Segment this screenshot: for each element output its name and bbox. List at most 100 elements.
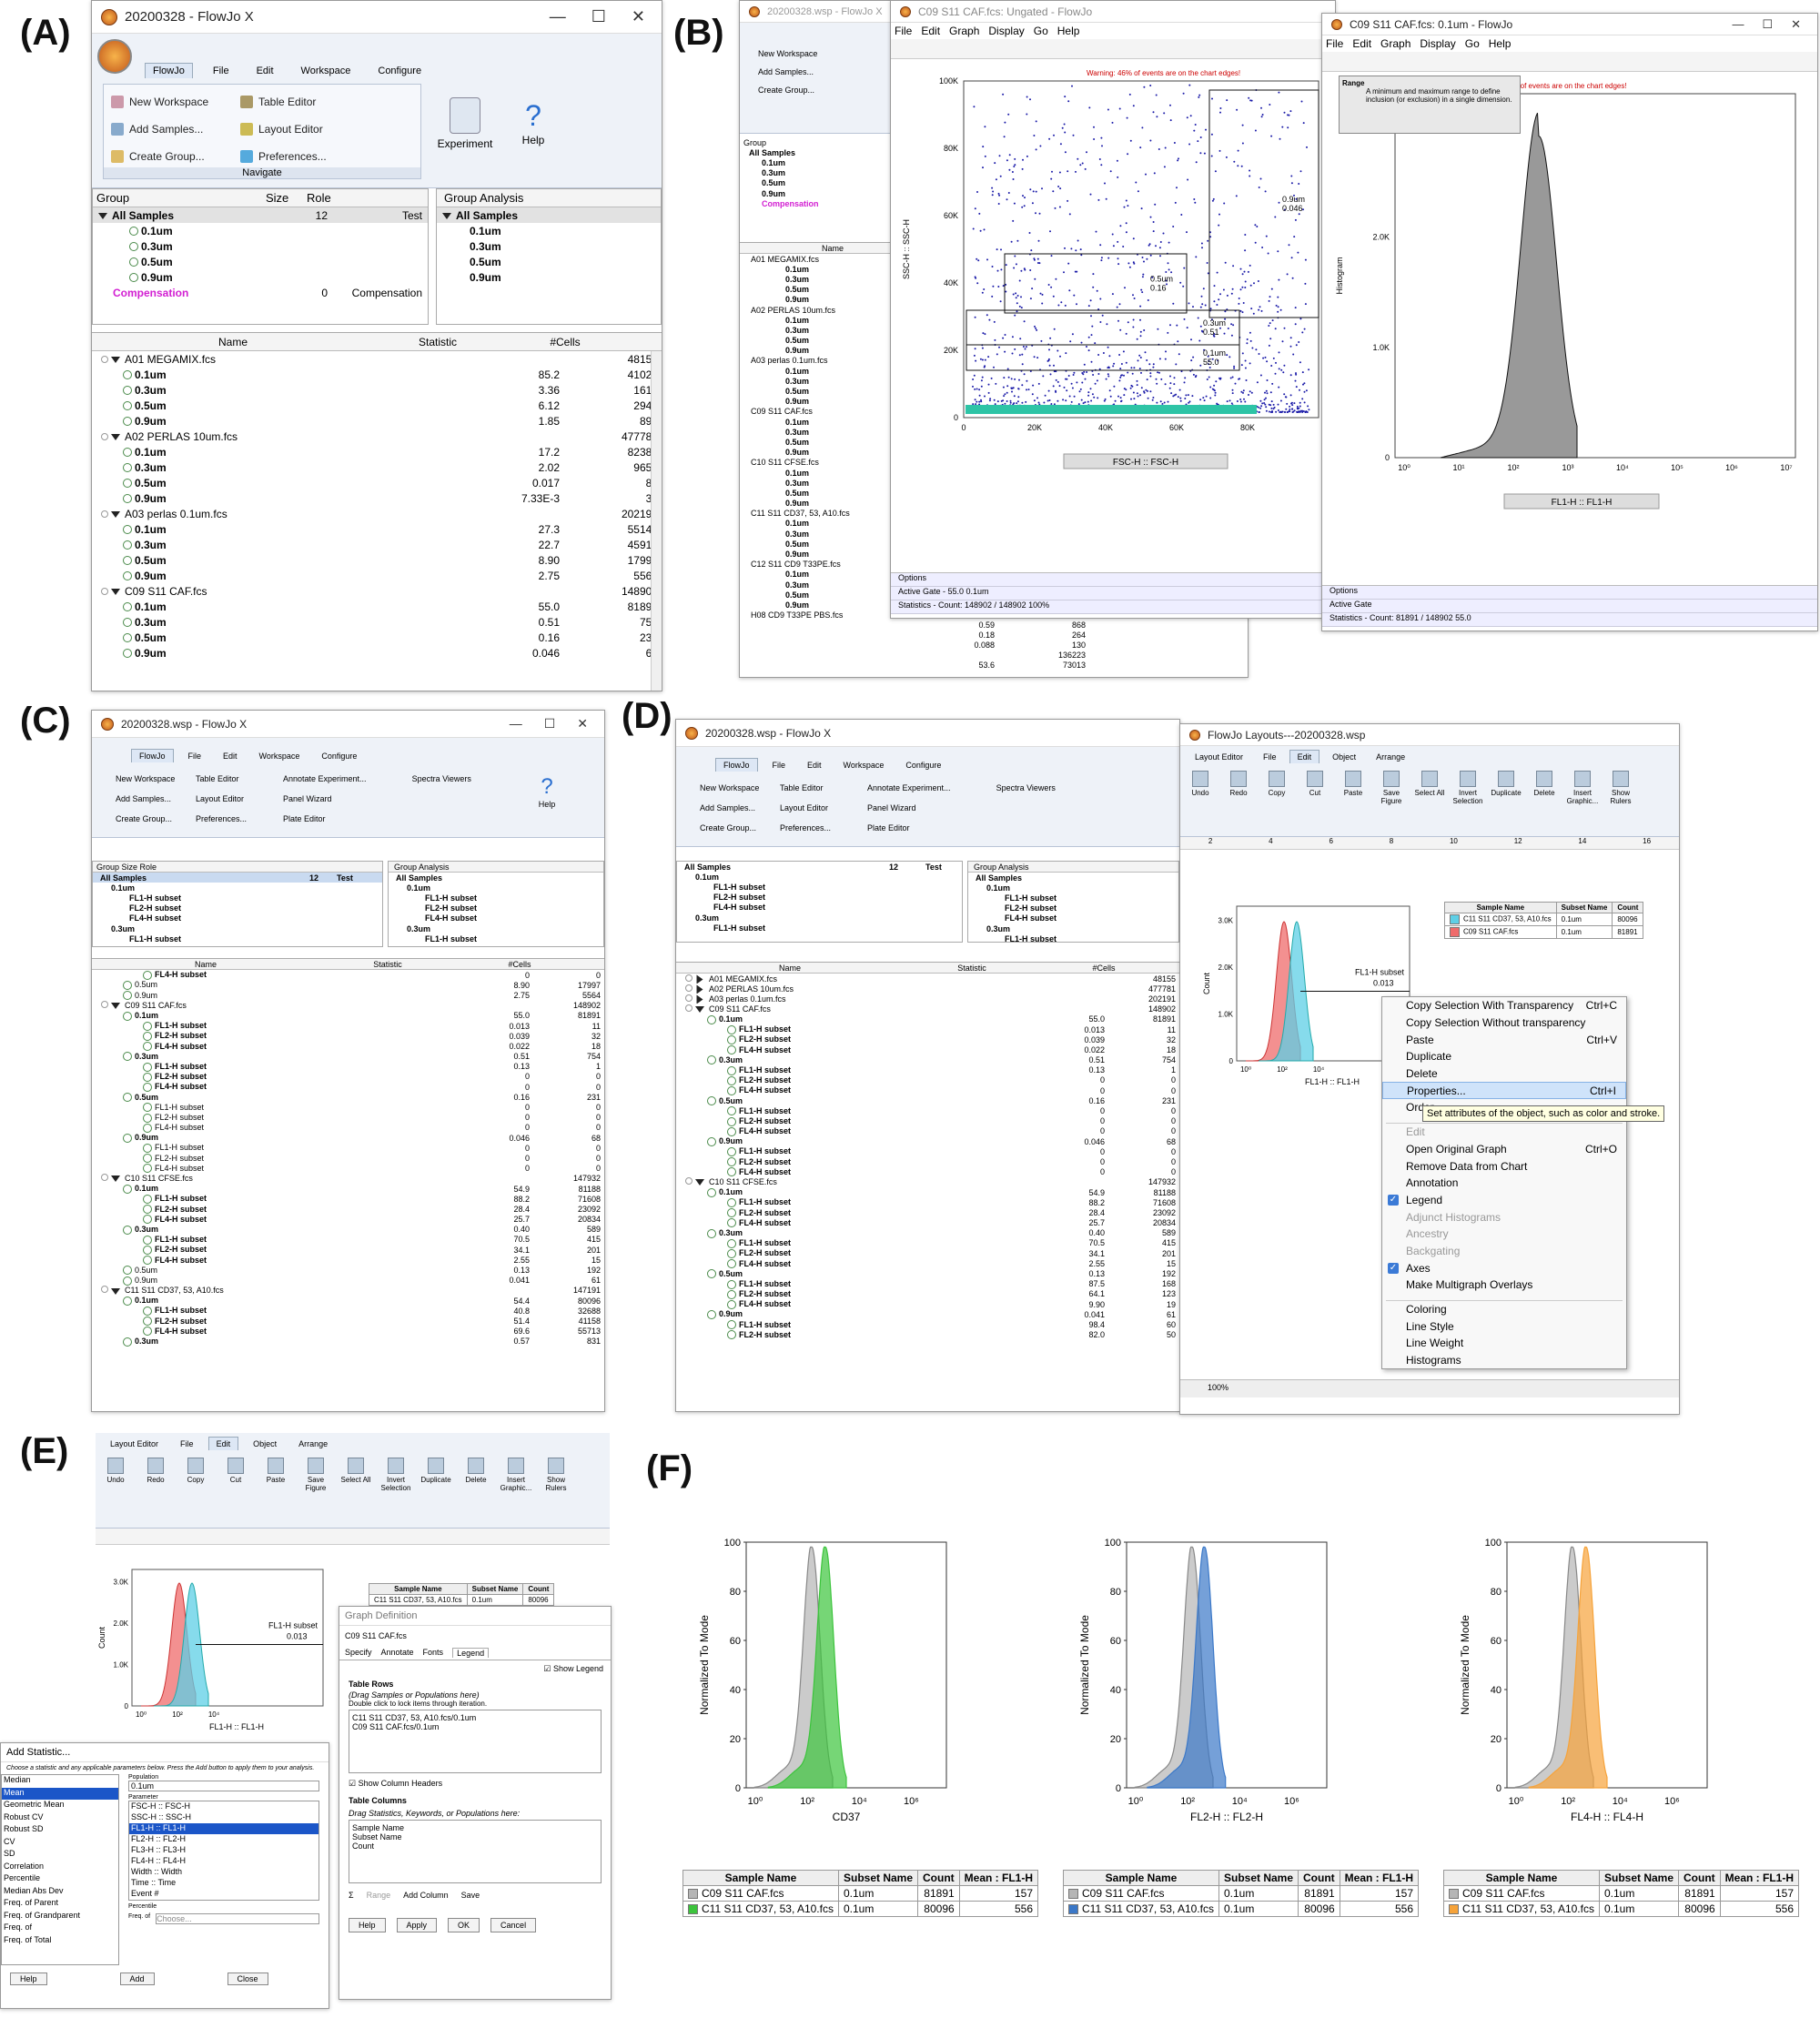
legend-table[interactable]: Sample Name Subset Name Count C11 S11 CD37,… bbox=[1444, 902, 1644, 939]
table-row[interactable]: 0.1um bbox=[785, 417, 810, 427]
tab-object[interactable]: Object bbox=[1332, 752, 1357, 762]
list-item[interactable]: CV bbox=[4, 1836, 15, 1846]
ga-row[interactable]: 0.9um bbox=[470, 270, 501, 284]
menu-go[interactable]: Go bbox=[1464, 37, 1480, 50]
tab-edit[interactable]: Edit bbox=[207, 1437, 239, 1450]
table-row[interactable]: 0.1um 54.9 81188 bbox=[676, 1187, 1179, 1197]
tab-specify[interactable]: Specify bbox=[345, 1648, 372, 1657]
menu-item[interactable]: Make Multigraph Overlays bbox=[1406, 1278, 1533, 1292]
ga-row[interactable]: FL1-H subset bbox=[1005, 933, 1057, 943]
list-item[interactable]: Percentile bbox=[4, 1873, 41, 1882]
expand-arrow-icon[interactable] bbox=[111, 588, 120, 595]
pastebutton[interactable]: Paste bbox=[259, 1458, 292, 1492]
group-row[interactable]: 0.1um bbox=[111, 883, 136, 893]
table-row[interactable]: FL4-H subset 25.7 20834 bbox=[92, 1215, 604, 1225]
list-item[interactable]: Geometric Mean bbox=[4, 1800, 65, 1809]
tab-configure[interactable]: Configure bbox=[321, 751, 358, 761]
ga-row[interactable]: FL2-H subset bbox=[1005, 903, 1057, 913]
table-row[interactable]: H08 CD9 T33PE PBS.fcs bbox=[751, 610, 844, 621]
preferences-button[interactable]: Preferences... bbox=[240, 146, 327, 166]
table-row[interactable]: 0.1um 55.0 81891 bbox=[92, 599, 662, 614]
show-rulersbutton[interactable]: Show Rulers bbox=[540, 1458, 572, 1492]
list-item[interactable]: Width :: Width bbox=[131, 1867, 183, 1876]
close-button[interactable]: Close bbox=[227, 1973, 268, 1985]
list-item[interactable]: FL4-H :: FL4-H bbox=[131, 1856, 187, 1865]
table-row[interactable]: 0.1um 54.4 80096 bbox=[92, 1296, 604, 1306]
group-row[interactable]: All Samples 12 Test bbox=[93, 873, 382, 883]
footer-row[interactable]: Statistics - Count: 148902 / 148902 100% bbox=[891, 600, 1335, 614]
expand-arrow-icon[interactable] bbox=[111, 1175, 120, 1183]
menu-item[interactable]: Properties... Ctrl+I bbox=[1382, 1082, 1626, 1100]
insert-graphic-button[interactable]: Insert Graphic... bbox=[500, 1458, 532, 1492]
table-row[interactable]: FL4-H subset 0 0 bbox=[676, 1167, 1179, 1177]
table-row[interactable]: FL2-H subset 51.4 41158 bbox=[92, 1316, 604, 1327]
menu-item[interactable]: Coloring bbox=[1406, 1303, 1447, 1317]
footer-row[interactable]: Active Gate - 55.0 0.1um bbox=[891, 587, 1335, 600]
tab-file[interactable]: File bbox=[180, 1438, 194, 1448]
expand-arrow-icon[interactable] bbox=[695, 1006, 704, 1014]
table-row[interactable]: FL4-H subset 25.7 20834 bbox=[676, 1218, 1179, 1228]
menu-graph[interactable]: Graph bbox=[949, 25, 980, 37]
legend-table[interactable]: Sample Name Subset Name Count C11 S11 CD37,… bbox=[369, 1583, 555, 1606]
expand-arrow-icon[interactable] bbox=[111, 510, 120, 518]
minimize-icon[interactable]: — bbox=[1732, 16, 1744, 31]
table-row[interactable]: FL2-H subset 82.0 50 bbox=[676, 1330, 1179, 1340]
table-row[interactable]: FL2-H subset 0 0 bbox=[92, 1072, 604, 1082]
table-row[interactable]: FL1-H subset 88.2 71608 bbox=[92, 1194, 604, 1205]
help-button[interactable]: ? Help bbox=[511, 97, 556, 146]
table-row[interactable]: 0.1um bbox=[785, 264, 810, 274]
table-row[interactable]: 0.3um bbox=[785, 274, 810, 284]
checkbox-icon[interactable] bbox=[685, 984, 693, 992]
group-row[interactable]: 0.5um bbox=[93, 254, 428, 269]
collapsed-arrow-icon[interactable] bbox=[696, 984, 703, 994]
table-row[interactable]: 0.5um 0.16 231 bbox=[92, 1092, 604, 1103]
new-workspace-button[interactable]: New Workspace bbox=[758, 49, 818, 58]
table-row[interactable]: 0.1um bbox=[785, 315, 810, 325]
menu-item[interactable]: ✓ Legend bbox=[1388, 1193, 1443, 1206]
table-row[interactable]: FL4-H subset 9.90 19 bbox=[676, 1299, 1179, 1309]
table-row[interactable]: A03 perlas 0.1um.fcs 202191 bbox=[676, 994, 1179, 1004]
table-row[interactable]: 0.1um bbox=[785, 366, 810, 376]
show-rulersbutton[interactable]: Show Rulers bbox=[1604, 771, 1637, 805]
table-row[interactable]: FL1-H subset 0 0 bbox=[676, 1146, 1179, 1157]
table-row[interactable]: FL2-H subset 0 0 bbox=[676, 1116, 1179, 1126]
footer-row[interactable]: Options bbox=[891, 573, 1335, 587]
minimize-icon[interactable]: — bbox=[549, 7, 566, 25]
table-row[interactable]: FL4-H subset 0 0 bbox=[676, 1126, 1179, 1136]
table-row[interactable]: FL2-H subset 28.4 23092 bbox=[676, 1207, 1179, 1218]
table-editor-button[interactable]: Table Editor bbox=[240, 92, 327, 112]
redobutton[interactable]: Redo bbox=[1222, 771, 1255, 805]
cutbutton[interactable]: Cut bbox=[219, 1458, 252, 1492]
help-button[interactable]: Help bbox=[349, 1918, 386, 1932]
menu-item[interactable]: Line Weight bbox=[1406, 1337, 1464, 1350]
ga-row[interactable]: FL1-H subset bbox=[425, 893, 478, 903]
checkbox-icon[interactable] bbox=[685, 1177, 693, 1186]
layout-editor-button[interactable]: Layout Editor bbox=[780, 803, 829, 812]
table-row[interactable]: FL4-H subset 0 0 bbox=[92, 1123, 604, 1133]
table-row[interactable]: C12 S11 CD9 T33PE.fcs bbox=[751, 560, 841, 570]
list-item[interactable]: FL1-H :: FL1-H bbox=[129, 1823, 318, 1834]
menu-file[interactable]: File bbox=[1326, 37, 1344, 50]
freq-of-select[interactable]: Choose... bbox=[156, 1913, 319, 1924]
menu-item[interactable]: Open Original Graph Ctrl+O bbox=[1406, 1142, 1617, 1155]
panel-wizard-button[interactable]: Panel Wizard bbox=[283, 794, 332, 803]
table-row[interactable]: FL4-H subset 2.55 15 bbox=[92, 1255, 604, 1266]
table-row[interactable]: 0.5um 0.13 192 bbox=[92, 1265, 604, 1276]
add-samples-button[interactable]: Add Samples... bbox=[700, 803, 756, 812]
table-row[interactable]: 0.3um 0.57 831 bbox=[92, 1337, 604, 1347]
tab-file[interactable]: File bbox=[1263, 752, 1277, 762]
create-group-button[interactable]: Create Group... bbox=[758, 86, 815, 95]
tab-layout-editor[interactable]: Layout Editor bbox=[1195, 752, 1244, 762]
expand-arrow-icon[interactable] bbox=[111, 356, 120, 363]
table-row[interactable]: 0.3um bbox=[785, 580, 810, 590]
table-row[interactable]: 0.5um 6.12 2946 bbox=[92, 398, 662, 413]
checkbox-icon[interactable] bbox=[101, 1001, 108, 1009]
plate-editor-button[interactable]: Plate Editor bbox=[867, 823, 910, 832]
table-row[interactable]: FL2-H subset 0 0 bbox=[676, 1156, 1179, 1167]
table-row[interactable]: 0.9um 1.85 892 bbox=[92, 413, 662, 429]
list-item[interactable]: SSC-H :: SSC-H bbox=[131, 1812, 192, 1821]
menu-go[interactable]: Go bbox=[1033, 25, 1048, 37]
